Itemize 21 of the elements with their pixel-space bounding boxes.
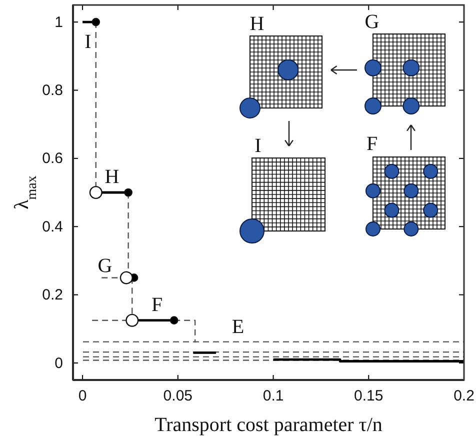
y-tick-label: 0.4	[42, 218, 63, 236]
x-tick-label: 0.05	[163, 388, 193, 405]
annotation: G	[98, 255, 112, 277]
annotation: I	[254, 135, 262, 157]
y-tick-label: 1	[54, 14, 63, 31]
annotation: I	[84, 31, 92, 53]
x-tick-label: 0.15	[354, 388, 384, 405]
x-tick-label: 0.2	[454, 388, 474, 405]
annotation: F	[151, 294, 163, 316]
x-axis-title: Transport cost parameter τ/n	[154, 414, 382, 436]
annotation: G	[364, 11, 380, 33]
y-tick-label: 0.6	[42, 150, 63, 168]
annotation: H	[104, 166, 120, 188]
x-tick-label: 0	[78, 388, 87, 405]
x-tick-label: 0.1	[262, 388, 284, 405]
annotation: E	[232, 316, 244, 338]
annotation: F	[366, 133, 378, 155]
y-tick-label: 0.2	[42, 286, 63, 304]
annotation: H	[250, 13, 264, 35]
y-tick-label: 0.8	[42, 82, 63, 100]
y-tick-label: 0	[54, 354, 63, 372]
